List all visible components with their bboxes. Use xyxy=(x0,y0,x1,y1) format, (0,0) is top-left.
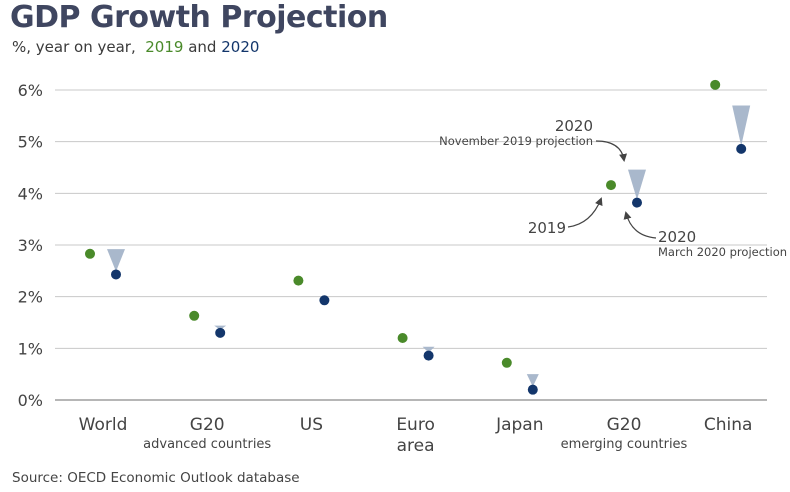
category-sublabel: emerging countries xyxy=(561,437,688,452)
subtitle-and: and xyxy=(188,38,217,56)
category-label: G20 xyxy=(607,415,642,435)
annotation-layer: 2020 November 2019 projection 2019 2020 … xyxy=(439,117,787,259)
gdp-chart: 0% 1% 2% 3% 4% 5% 6% World G20 advanced countrie… xyxy=(18,79,787,456)
projection-drop-triangle xyxy=(628,169,646,200)
category-label: China xyxy=(704,415,753,435)
projection-drop-triangle xyxy=(214,325,227,330)
category-label: US xyxy=(300,415,323,435)
category-sublabel: advanced countries xyxy=(143,437,271,452)
dot-2020 xyxy=(736,143,747,154)
arrow-mar xyxy=(623,211,657,239)
arrow-2019 xyxy=(567,197,603,228)
y-tick-label: 5% xyxy=(18,133,43,152)
dot-2019 xyxy=(397,333,408,343)
y-tick-label: 2% xyxy=(18,288,43,307)
annotation-mar-label: March 2020 projection xyxy=(658,245,787,259)
chart-subtitle: %, year on year, 2019 and 2020 xyxy=(12,38,259,56)
category-label: Japan xyxy=(495,415,543,435)
triangle-layer xyxy=(107,105,751,387)
dot-2019 xyxy=(501,357,512,368)
dot-2019 xyxy=(85,248,95,259)
projection-drop-triangle xyxy=(526,374,539,387)
dot-2020 xyxy=(215,327,226,338)
dot-2020 xyxy=(111,269,121,280)
dot-2019 xyxy=(710,79,721,90)
projection-drop-triangle xyxy=(107,249,125,272)
category-label: area xyxy=(397,436,435,456)
annotation-nov-label: November 2019 projection xyxy=(439,134,593,148)
projection-drop-triangle xyxy=(422,346,435,353)
y-tick-label: 3% xyxy=(18,236,43,255)
dot-2019 xyxy=(606,180,616,191)
subtitle-prefix: %, year on year, xyxy=(12,38,136,56)
category-label: Euro xyxy=(396,415,435,435)
dot-2019 xyxy=(189,310,200,321)
y-tick-layer: 0% 1% 2% 3% 4% 5% 6% xyxy=(18,81,43,410)
grid-layer xyxy=(55,89,767,401)
dot-2020 xyxy=(423,350,434,361)
y-tick-label: 6% xyxy=(18,81,43,100)
dot-2019 xyxy=(293,275,304,286)
y-tick-label: 4% xyxy=(18,184,43,203)
dot-layer xyxy=(85,79,747,395)
category-label: World xyxy=(79,415,128,435)
dot-2020 xyxy=(632,197,642,208)
category-label: G20 xyxy=(190,415,225,435)
arrow-nov xyxy=(595,140,628,162)
source-note: Source: OECD Economic Outlook database xyxy=(12,470,300,486)
dot-2020 xyxy=(319,295,330,306)
annotation-mar-year: 2020 xyxy=(658,228,696,246)
annotation-2019-label: 2019 xyxy=(528,219,566,237)
subtitle-2020: 2020 xyxy=(221,38,260,56)
projection-drop-triangle xyxy=(732,105,751,146)
chart-title: GDP Growth Projection xyxy=(10,0,388,35)
subtitle-2019: 2019 xyxy=(145,38,184,56)
annotation-nov-year: 2020 xyxy=(555,117,593,135)
y-tick-label: 0% xyxy=(18,391,43,410)
y-tick-label: 1% xyxy=(18,339,43,358)
dot-2020 xyxy=(527,384,538,395)
